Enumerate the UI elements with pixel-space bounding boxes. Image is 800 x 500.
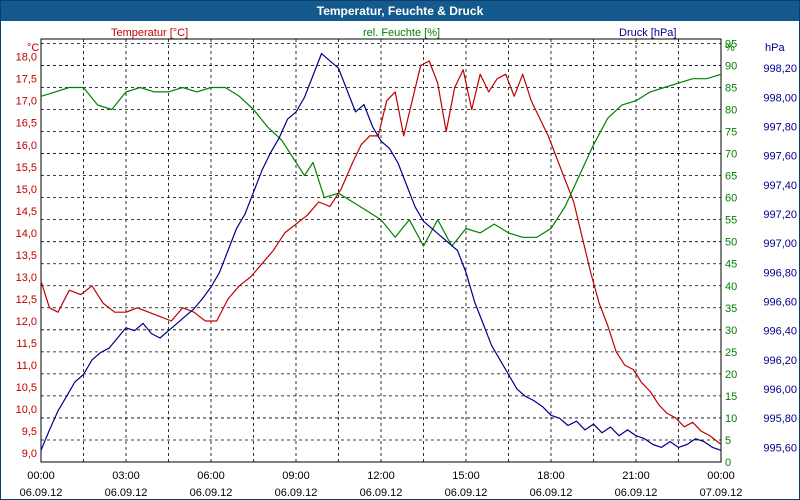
humidity-tick-label: 40 [725, 281, 737, 293]
humidity-tick-label: 20 [725, 369, 737, 381]
pressure-tick-label: 998,20 [763, 63, 797, 75]
temperature-tick-label: 18,0 [16, 52, 37, 64]
temperature-tick-label: 17,0 [16, 96, 37, 108]
temperature-tick-label: 17,5 [16, 74, 37, 86]
temperature-unit: °C [27, 42, 39, 54]
humidity-tick-label: 45 [725, 259, 737, 271]
humidity-tick-label: 90 [725, 60, 737, 72]
x-tick-time: 00:00 [27, 470, 55, 482]
pressure-tick-label: 997,60 [763, 151, 797, 163]
x-tick-date: 06.09.12 [445, 487, 488, 499]
x-tick-date: 06.09.12 [615, 487, 658, 499]
x-tick-time: 03:00 [112, 470, 140, 482]
temperature-tick-label: 11,5 [16, 338, 37, 350]
temperature-tick-label: 15,0 [16, 184, 37, 196]
temperature-tick-label: 14,5 [16, 206, 37, 218]
x-tick-date: 06.09.12 [190, 487, 233, 499]
humidity-unit: % [725, 42, 735, 54]
humidity-tick-label: 70 [725, 149, 737, 161]
pressure-tick-label: 996,20 [763, 355, 797, 367]
temperature-tick-label: 10,5 [16, 382, 37, 394]
pressure-tick-label: 996,40 [763, 326, 797, 338]
x-tick-time: 18:00 [537, 470, 565, 482]
temperature-tick-label: 16,5 [16, 118, 37, 130]
temperature-tick-label: 9,5 [22, 426, 37, 438]
pressure-tick-label: 995,60 [763, 442, 797, 454]
humidity-tick-label: 95 [725, 38, 737, 50]
humidity-tick-label: 60 [725, 193, 737, 205]
temperature-tick-label: 13,0 [16, 272, 37, 284]
grid [40, 38, 722, 463]
humidity-tick-label: 65 [725, 171, 737, 183]
humidity-tick-label: 55 [725, 215, 737, 227]
humidity-tick-label: 30 [725, 325, 737, 337]
humidity-tick-label: 35 [725, 303, 737, 315]
pressure-unit: hPa [765, 42, 785, 54]
x-tick-time: 21:00 [622, 470, 650, 482]
chart-title: Temperatur, Feuchte & Druck [1, 1, 799, 21]
x-tick-date: 06.09.12 [20, 487, 63, 499]
tick-labels: 9,0 9,5 10,0 10,5 11,0 11,5 12,0 12,5 13,0 13,5 14… [16, 38, 797, 499]
axes-labels: °C Temperatur [°C] rel. Feuchte [%] Druc… [27, 27, 785, 54]
pressure-tick-label: 996,80 [763, 267, 797, 279]
pressure-axis-title: Druck [hPa] [619, 27, 676, 39]
pressure-tick-label: 997,00 [763, 238, 797, 250]
temperature-tick-label: 16,0 [16, 140, 37, 152]
humidity-axis-title: rel. Feuchte [%] [363, 27, 440, 39]
x-tick-time: 00:00 [707, 470, 735, 482]
x-tick-date: 06.09.12 [105, 487, 148, 499]
humidity-tick-label: 5 [725, 435, 731, 447]
temperature-line [40, 60, 722, 445]
temperature-tick-label: 10,0 [16, 404, 37, 416]
x-tick-time: 09:00 [282, 470, 310, 482]
humidity-tick-label: 15 [725, 391, 737, 403]
humidity-tick-label: 85 [725, 82, 737, 94]
temperature-tick-label: 15,5 [16, 162, 37, 174]
humidity-tick-label: 80 [725, 105, 737, 117]
temperature-tick-label: 9,0 [22, 448, 37, 460]
humidity-tick-label: 25 [725, 347, 737, 359]
pressure-tick-label: 996,00 [763, 384, 797, 396]
pressure-line [40, 52, 722, 451]
pressure-tick-label: 997,20 [763, 209, 797, 221]
pressure-tick-label: 995,80 [763, 413, 797, 425]
x-tick-time: 15:00 [452, 470, 480, 482]
x-tick-date: 06.09.12 [530, 487, 573, 499]
pressure-tick-label: 997,40 [763, 180, 797, 192]
x-tick-time: 12:00 [367, 470, 395, 482]
x-tick-date: 07.09.12 [700, 487, 743, 499]
temperature-tick-label: 12,0 [16, 316, 37, 328]
temperature-tick-label: 11,0 [16, 360, 37, 372]
pressure-tick-label: 997,80 [763, 122, 797, 134]
pressure-tick-label: 996,60 [763, 297, 797, 309]
temperature-axis-title: Temperatur [°C] [111, 27, 188, 39]
humidity-tick-label: 0 [725, 457, 731, 469]
x-tick-date: 06.09.12 [360, 487, 403, 499]
pressure-tick-label: 998,00 [763, 92, 797, 104]
x-tick-date: 06.09.12 [275, 487, 318, 499]
humidity-tick-label: 75 [725, 127, 737, 139]
temperature-tick-label: 12,5 [16, 294, 37, 306]
x-tick-time: 06:00 [197, 470, 225, 482]
humidity-tick-label: 10 [725, 413, 737, 425]
series-lines [40, 52, 722, 451]
temperature-tick-label: 13,5 [16, 250, 37, 262]
humidity-line [40, 73, 722, 247]
humidity-tick-label: 50 [725, 237, 737, 249]
temperature-tick-label: 14,0 [16, 228, 37, 240]
